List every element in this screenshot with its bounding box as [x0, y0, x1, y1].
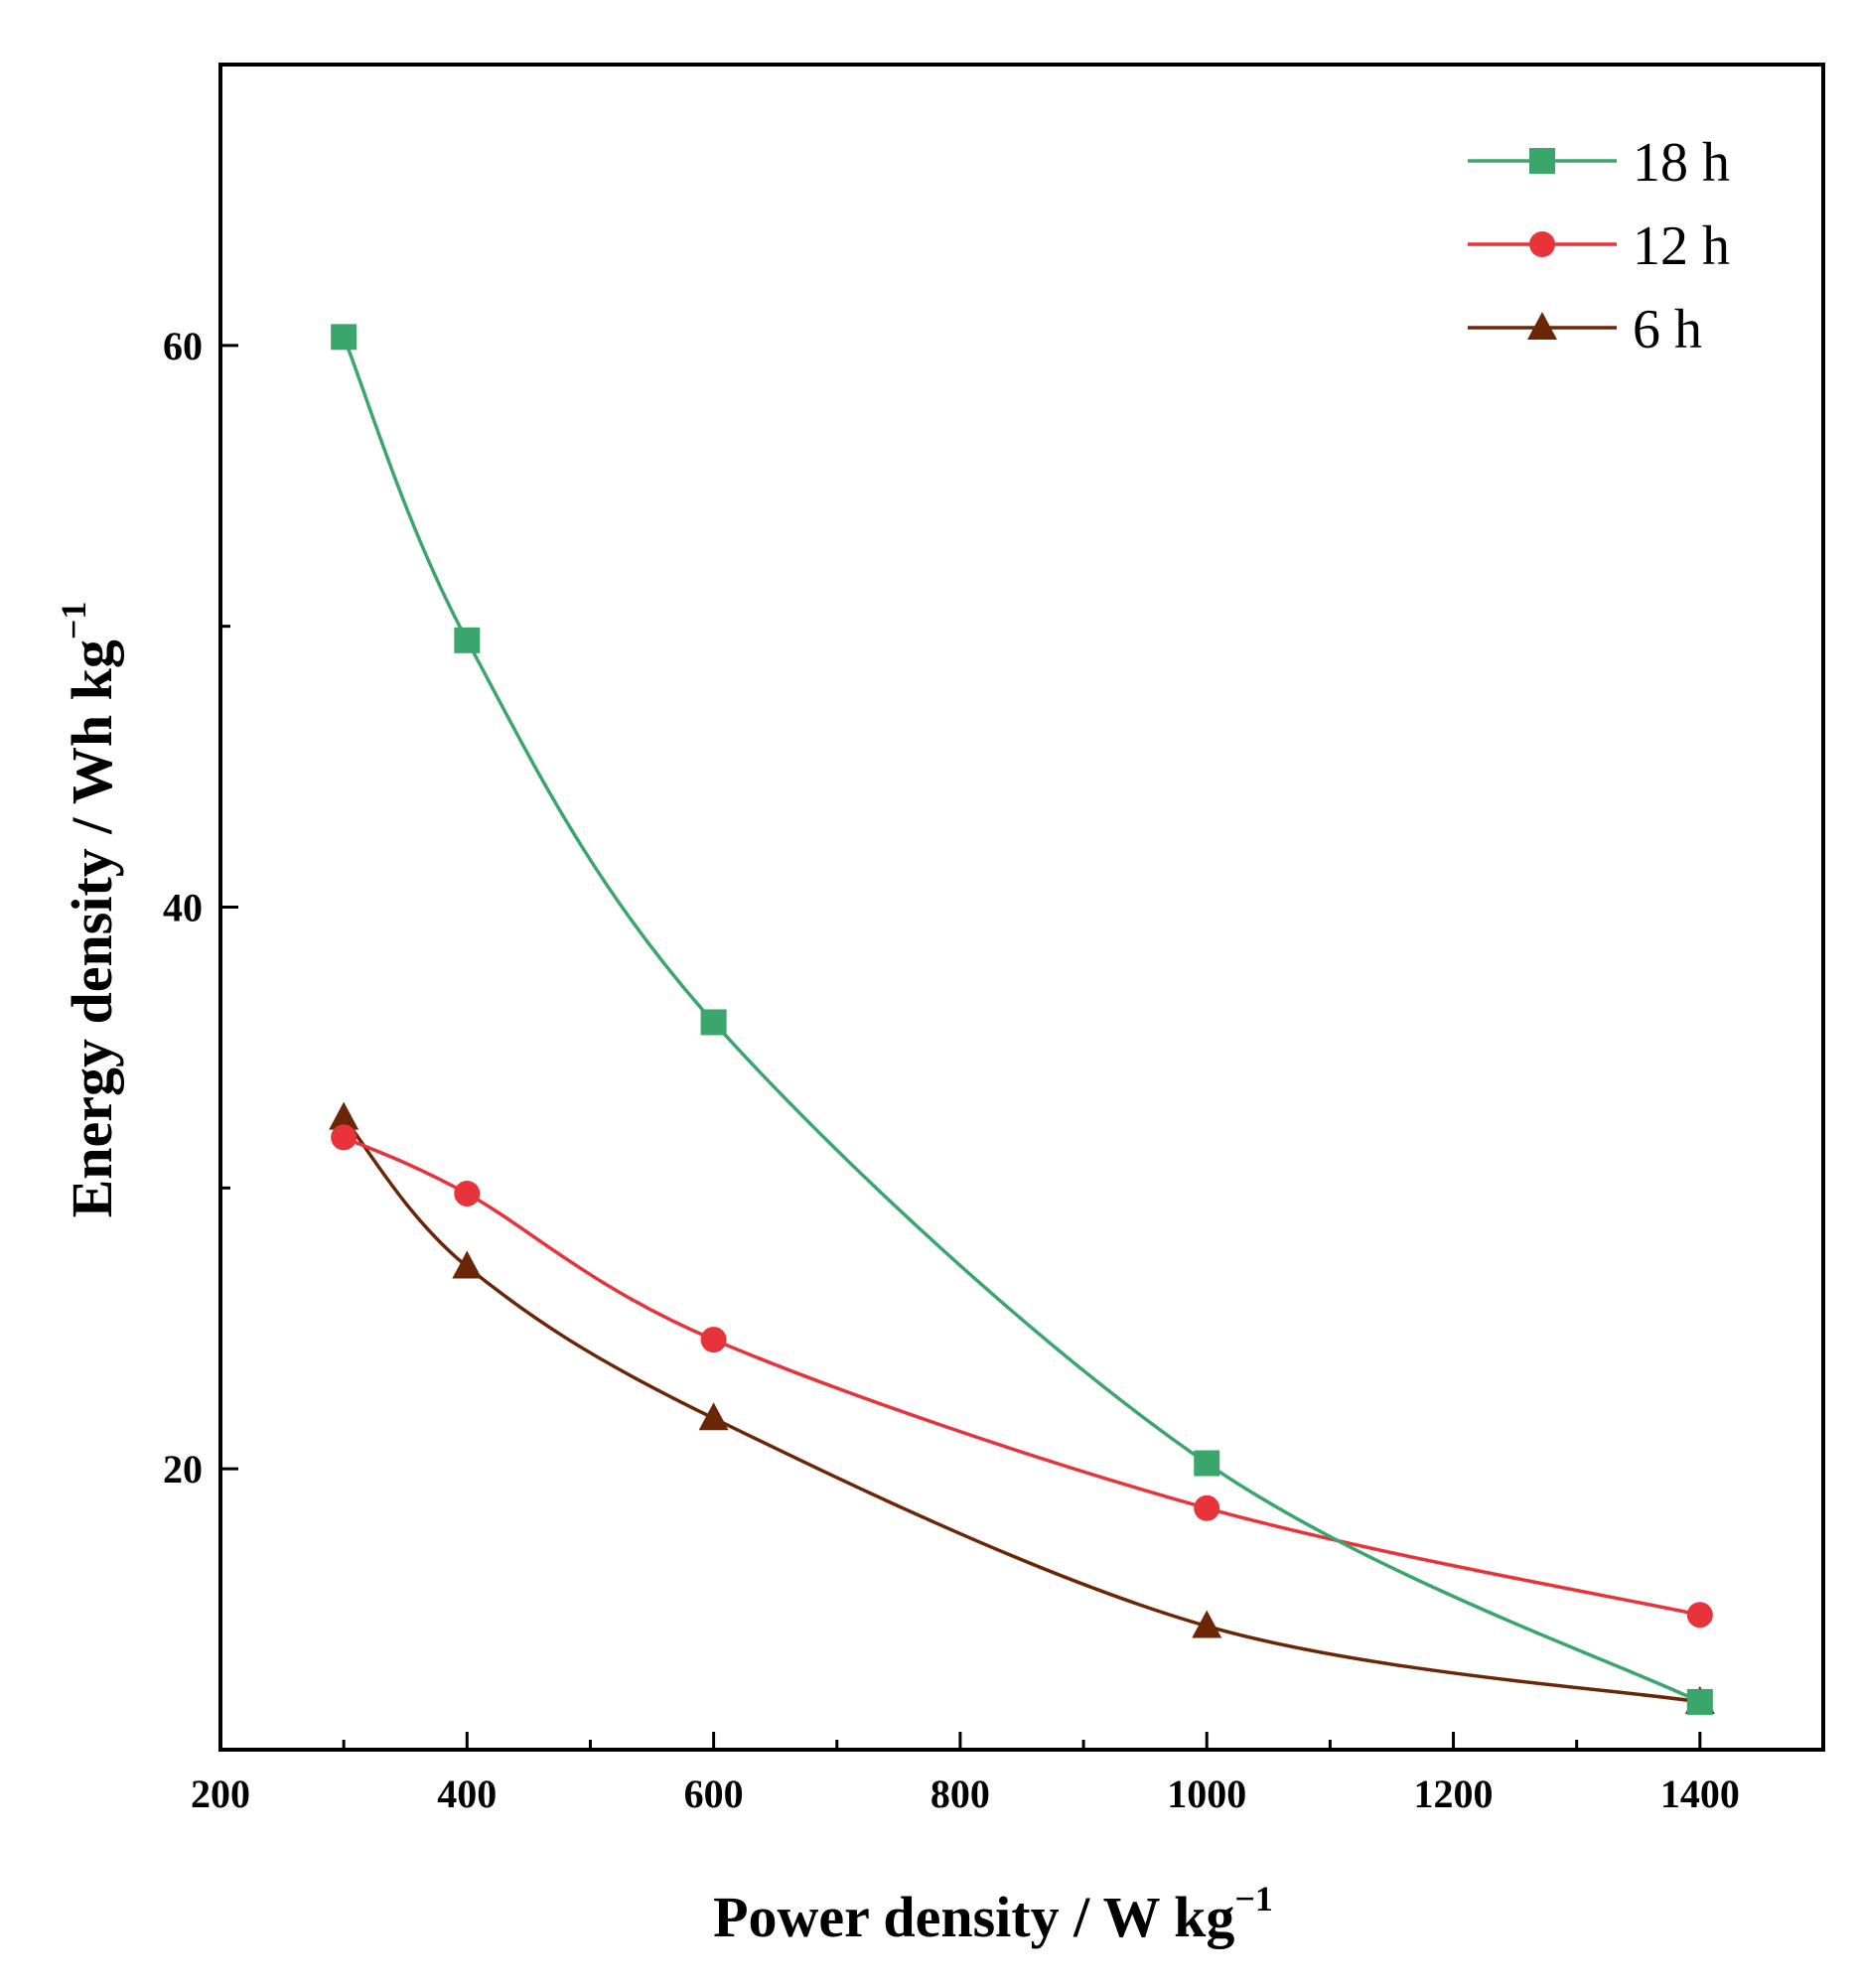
- y-tick-label: 20: [163, 1447, 203, 1491]
- x-tick-label: 600: [684, 1772, 744, 1816]
- series-line-18h: [342, 336, 1701, 1704]
- axis-layer: 200 400 600 800 1000 1200 1400 20 40 60: [163, 324, 1740, 1816]
- data-point-18h: [1686, 1688, 1713, 1715]
- legend-label-12h: 12 h: [1633, 215, 1730, 277]
- data-point-6h: [698, 1402, 729, 1431]
- data-point-12h: [331, 1124, 357, 1151]
- data-point-6h: [452, 1250, 483, 1279]
- plot-frame: [218, 63, 1825, 1752]
- series-line-6h: [342, 1116, 1701, 1704]
- y-axis-title: Energy density / Wh kg−1: [54, 602, 124, 1218]
- data-point-18h: [700, 1009, 727, 1036]
- data-point-6h: [1192, 1610, 1222, 1638]
- data-point-18h: [331, 324, 357, 351]
- legend-item-6h: 6 h: [1468, 299, 1702, 360]
- y-axis-title-text: Energy density / Wh kg: [60, 639, 124, 1217]
- data-point-12h: [454, 1180, 481, 1207]
- legend-marker-18h: [1529, 148, 1555, 174]
- x-tick-label: 200: [191, 1772, 250, 1816]
- y-tick-label: 60: [163, 324, 203, 368]
- series-layer: [329, 324, 1715, 1715]
- series-12h: [331, 1124, 1713, 1629]
- x-axis-title-text: Power density / W kg: [713, 1885, 1234, 1949]
- data-point-12h: [700, 1327, 727, 1353]
- legend-item-18h: 18 h: [1468, 132, 1730, 194]
- x-tick-label: 1200: [1414, 1772, 1494, 1816]
- x-tick-label: 1000: [1167, 1772, 1246, 1816]
- legend-label-6h: 6 h: [1633, 299, 1702, 360]
- y-axis-title-sup: −1: [54, 602, 93, 640]
- legend-item-12h: 12 h: [1468, 215, 1730, 277]
- legend-label-18h: 18 h: [1633, 132, 1730, 194]
- data-point-12h: [1194, 1494, 1220, 1521]
- series-line-12h: [343, 1135, 1701, 1617]
- data-point-6h: [329, 1101, 359, 1130]
- legend-marker-12h: [1529, 231, 1555, 257]
- legend: 18 h 12 h 6 h: [1468, 132, 1730, 360]
- legend-marker-6h: [1527, 312, 1557, 340]
- series-6h: [329, 1101, 1715, 1714]
- x-tick-label: 800: [930, 1772, 990, 1816]
- x-axis-title-sup: −1: [1234, 1879, 1273, 1918]
- series-18h: [331, 324, 1713, 1715]
- x-tick-label: 1400: [1660, 1772, 1740, 1816]
- y-tick-label: 40: [163, 886, 203, 930]
- x-tick-label: 400: [437, 1772, 497, 1816]
- data-point-18h: [454, 627, 481, 653]
- data-point-18h: [1194, 1450, 1220, 1477]
- x-axis-title: Power density / W kg−1: [713, 1879, 1273, 1949]
- data-point-12h: [1686, 1602, 1713, 1629]
